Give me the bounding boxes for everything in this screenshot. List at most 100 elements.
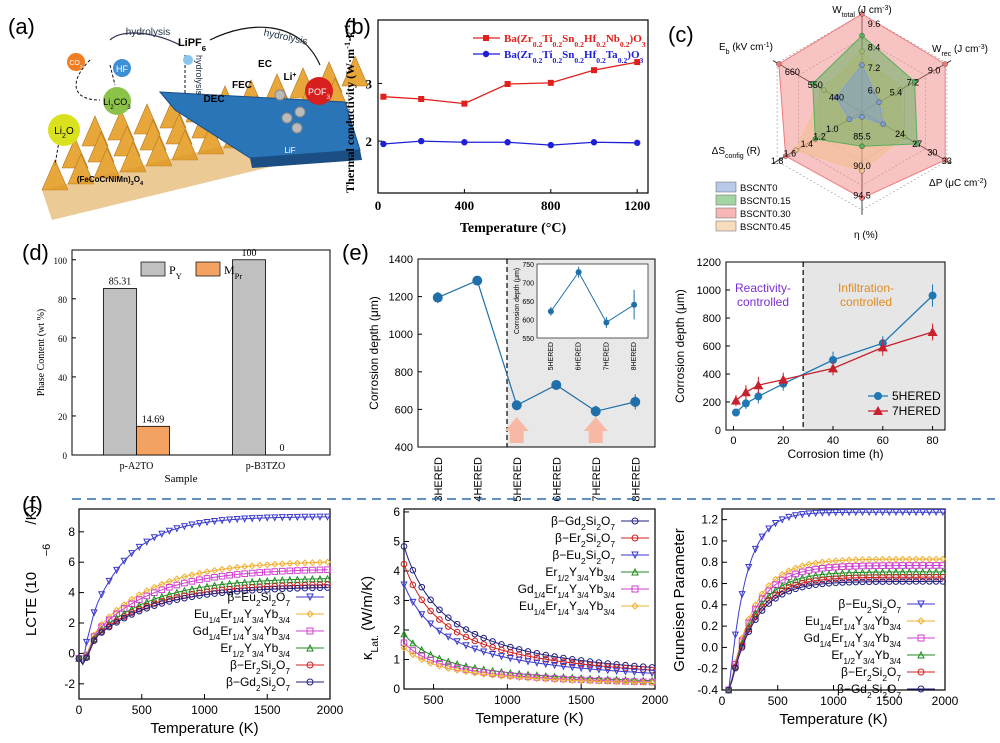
hydrolysis-label: hydrolysis	[194, 55, 204, 96]
data-point	[914, 141, 920, 147]
label-part: P	[169, 263, 176, 277]
data-point	[798, 511, 806, 519]
label-part: Gd	[193, 624, 209, 638]
label-part: 0.2	[596, 40, 606, 49]
data-point	[550, 662, 559, 670]
label-part: 800	[541, 198, 561, 213]
data-point	[504, 81, 511, 88]
x-tick-label: 0	[730, 435, 736, 447]
data-point	[158, 600, 166, 607]
y-tick-label: 80	[58, 295, 68, 305]
label-part: 400	[455, 198, 475, 213]
data-point	[577, 664, 585, 673]
li-ion	[281, 112, 293, 124]
data-point	[877, 342, 888, 352]
x-tick-label: 500	[424, 693, 444, 707]
data-point	[409, 598, 417, 607]
data-point	[825, 580, 833, 587]
plot-frame	[417, 258, 656, 448]
x-axis-label: Temperature (K)	[779, 711, 887, 728]
data-point	[542, 660, 550, 669]
label-part: 4	[393, 564, 400, 578]
label-part: 550	[808, 80, 823, 90]
data-point	[732, 664, 739, 672]
label-part: 8HERED	[630, 457, 642, 502]
data-point	[308, 513, 317, 521]
inset-data-point	[547, 308, 554, 315]
data-point	[533, 650, 541, 657]
legend-entry: β−Eu2Si2O7	[552, 548, 615, 566]
data-point	[105, 577, 113, 586]
data-point	[858, 508, 867, 517]
data-point	[591, 67, 597, 74]
data-point	[648, 669, 656, 678]
bar	[136, 425, 170, 456]
pof3-label: POF3	[308, 87, 331, 101]
series-line	[728, 576, 943, 691]
label-part: rec	[941, 51, 951, 58]
data-point	[899, 573, 906, 581]
data-point	[301, 566, 309, 574]
label-part: 0.2	[553, 56, 563, 65]
label-part: (FeCoCrNiMn)	[77, 175, 131, 184]
data-point	[293, 559, 301, 567]
hydrolysis-arrow-right	[209, 26, 321, 66]
data-point	[577, 657, 585, 664]
pof3-sphere	[305, 77, 333, 105]
data-point	[812, 136, 819, 142]
label-part: 30	[927, 148, 937, 158]
label-part: Gruneisen Parameter	[671, 528, 688, 671]
data-point	[753, 380, 764, 390]
label-part: Hf	[584, 33, 597, 45]
data-point	[765, 525, 773, 533]
data-point	[151, 602, 158, 609]
label-part: 0.2	[574, 56, 584, 65]
data-point	[524, 648, 532, 655]
data-point	[906, 573, 913, 581]
label-part: Er	[831, 614, 843, 628]
label-part: 500	[768, 694, 788, 708]
data-point	[248, 586, 256, 594]
label-part: 400	[703, 369, 721, 381]
label-part: +	[292, 72, 296, 79]
x-tick-label: 3HERED	[433, 457, 445, 502]
data-point	[248, 562, 256, 570]
data-point	[444, 664, 452, 672]
data-point	[560, 654, 567, 662]
data-point	[639, 678, 647, 686]
data-point	[489, 670, 496, 677]
lipf6-molecule	[183, 55, 193, 65]
data-point	[919, 578, 927, 585]
label-part: Yb	[875, 631, 890, 645]
data-point	[586, 658, 594, 665]
label-part: )	[770, 42, 773, 53]
y-tick-label: 0	[63, 451, 68, 461]
radar-tick-label: 90.0	[853, 161, 871, 171]
y-tick-label: 400	[703, 369, 721, 381]
data-point	[211, 590, 218, 597]
data-point	[195, 569, 203, 577]
label-part: Yb	[264, 641, 279, 655]
label-part: -2	[64, 677, 75, 691]
data-point	[435, 662, 443, 670]
data-point	[939, 508, 947, 517]
data-point	[604, 663, 612, 670]
data-point	[436, 606, 443, 614]
label-part: 0	[715, 425, 721, 437]
label-part: 0.2	[574, 40, 584, 49]
data-point	[90, 609, 98, 617]
label-part: 1	[393, 652, 400, 666]
label-part: 2	[110, 104, 114, 111]
x-tick-label: 2000	[642, 693, 669, 707]
bar-value-label: 85.31	[109, 276, 132, 287]
data-point	[461, 100, 468, 107]
label-part: FEC	[232, 80, 252, 91]
data-point	[309, 584, 316, 592]
data-point	[316, 558, 324, 566]
series-line	[78, 578, 328, 666]
y-tick-label: 600	[395, 404, 413, 416]
label-part: 2	[393, 623, 400, 637]
label-part: 2	[581, 556, 586, 566]
label-part: )	[985, 44, 988, 55]
data-point	[218, 565, 226, 573]
